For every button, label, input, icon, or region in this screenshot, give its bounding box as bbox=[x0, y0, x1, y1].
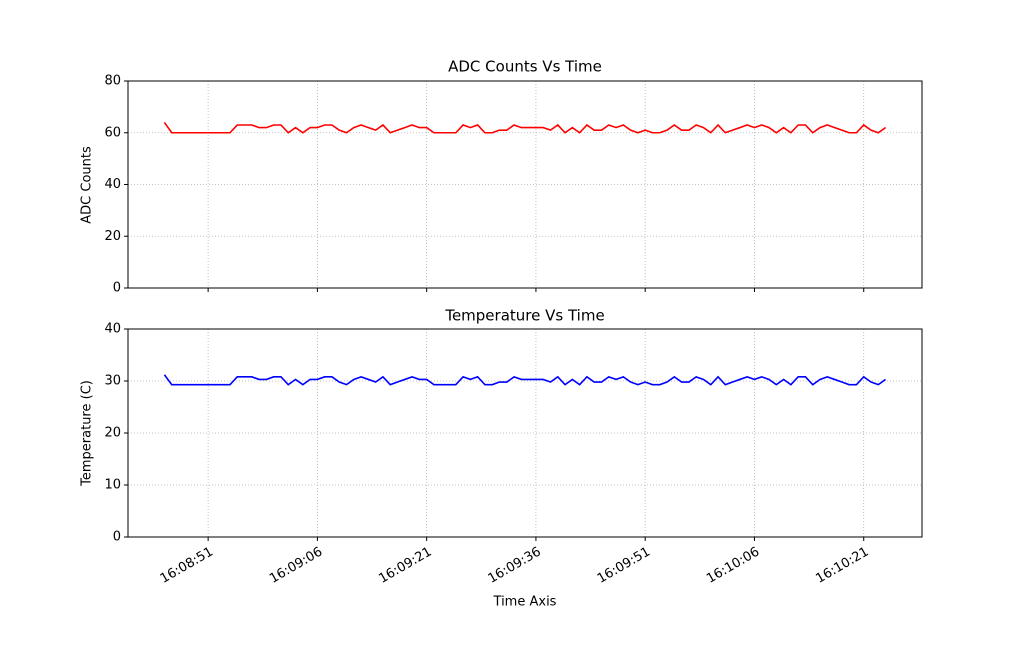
y-tick-label: 80 bbox=[104, 74, 121, 89]
x-tick-label: 16:09:36 bbox=[486, 545, 544, 587]
y-axis-label: Temperature (C) bbox=[80, 380, 95, 487]
y-tick-label: 30 bbox=[104, 374, 121, 389]
axes-frame bbox=[127, 328, 923, 538]
x-tick-label: 16:08:51 bbox=[158, 545, 216, 587]
x-tick-label: 16:09:51 bbox=[595, 545, 653, 587]
axes-frame bbox=[127, 80, 923, 289]
x-tick-label: 16:09:06 bbox=[267, 545, 325, 587]
chart-title: Temperature Vs Time bbox=[444, 307, 604, 325]
y-tick-label: 10 bbox=[104, 478, 121, 493]
y-tick-label: 20 bbox=[104, 229, 121, 244]
y-tick-label: 0 bbox=[113, 530, 121, 545]
y-tick-label: 20 bbox=[104, 426, 121, 441]
y-tick-label: 40 bbox=[104, 177, 121, 192]
x-tick-label: 16:10:06 bbox=[704, 545, 762, 587]
data-line bbox=[163, 121, 887, 134]
data-line bbox=[163, 374, 887, 386]
y-axis-label: ADC Counts bbox=[80, 146, 95, 224]
y-tick-label: 0 bbox=[113, 281, 121, 296]
y-tick-label: 60 bbox=[104, 125, 121, 140]
chart-title: ADC Counts Vs Time bbox=[448, 58, 602, 76]
x-tick-label: 16:09:21 bbox=[376, 545, 434, 587]
y-tick-label: 40 bbox=[104, 322, 121, 337]
x-tick-label: 16:10:21 bbox=[813, 545, 871, 587]
x-axis-label: Time Axis bbox=[493, 595, 557, 610]
